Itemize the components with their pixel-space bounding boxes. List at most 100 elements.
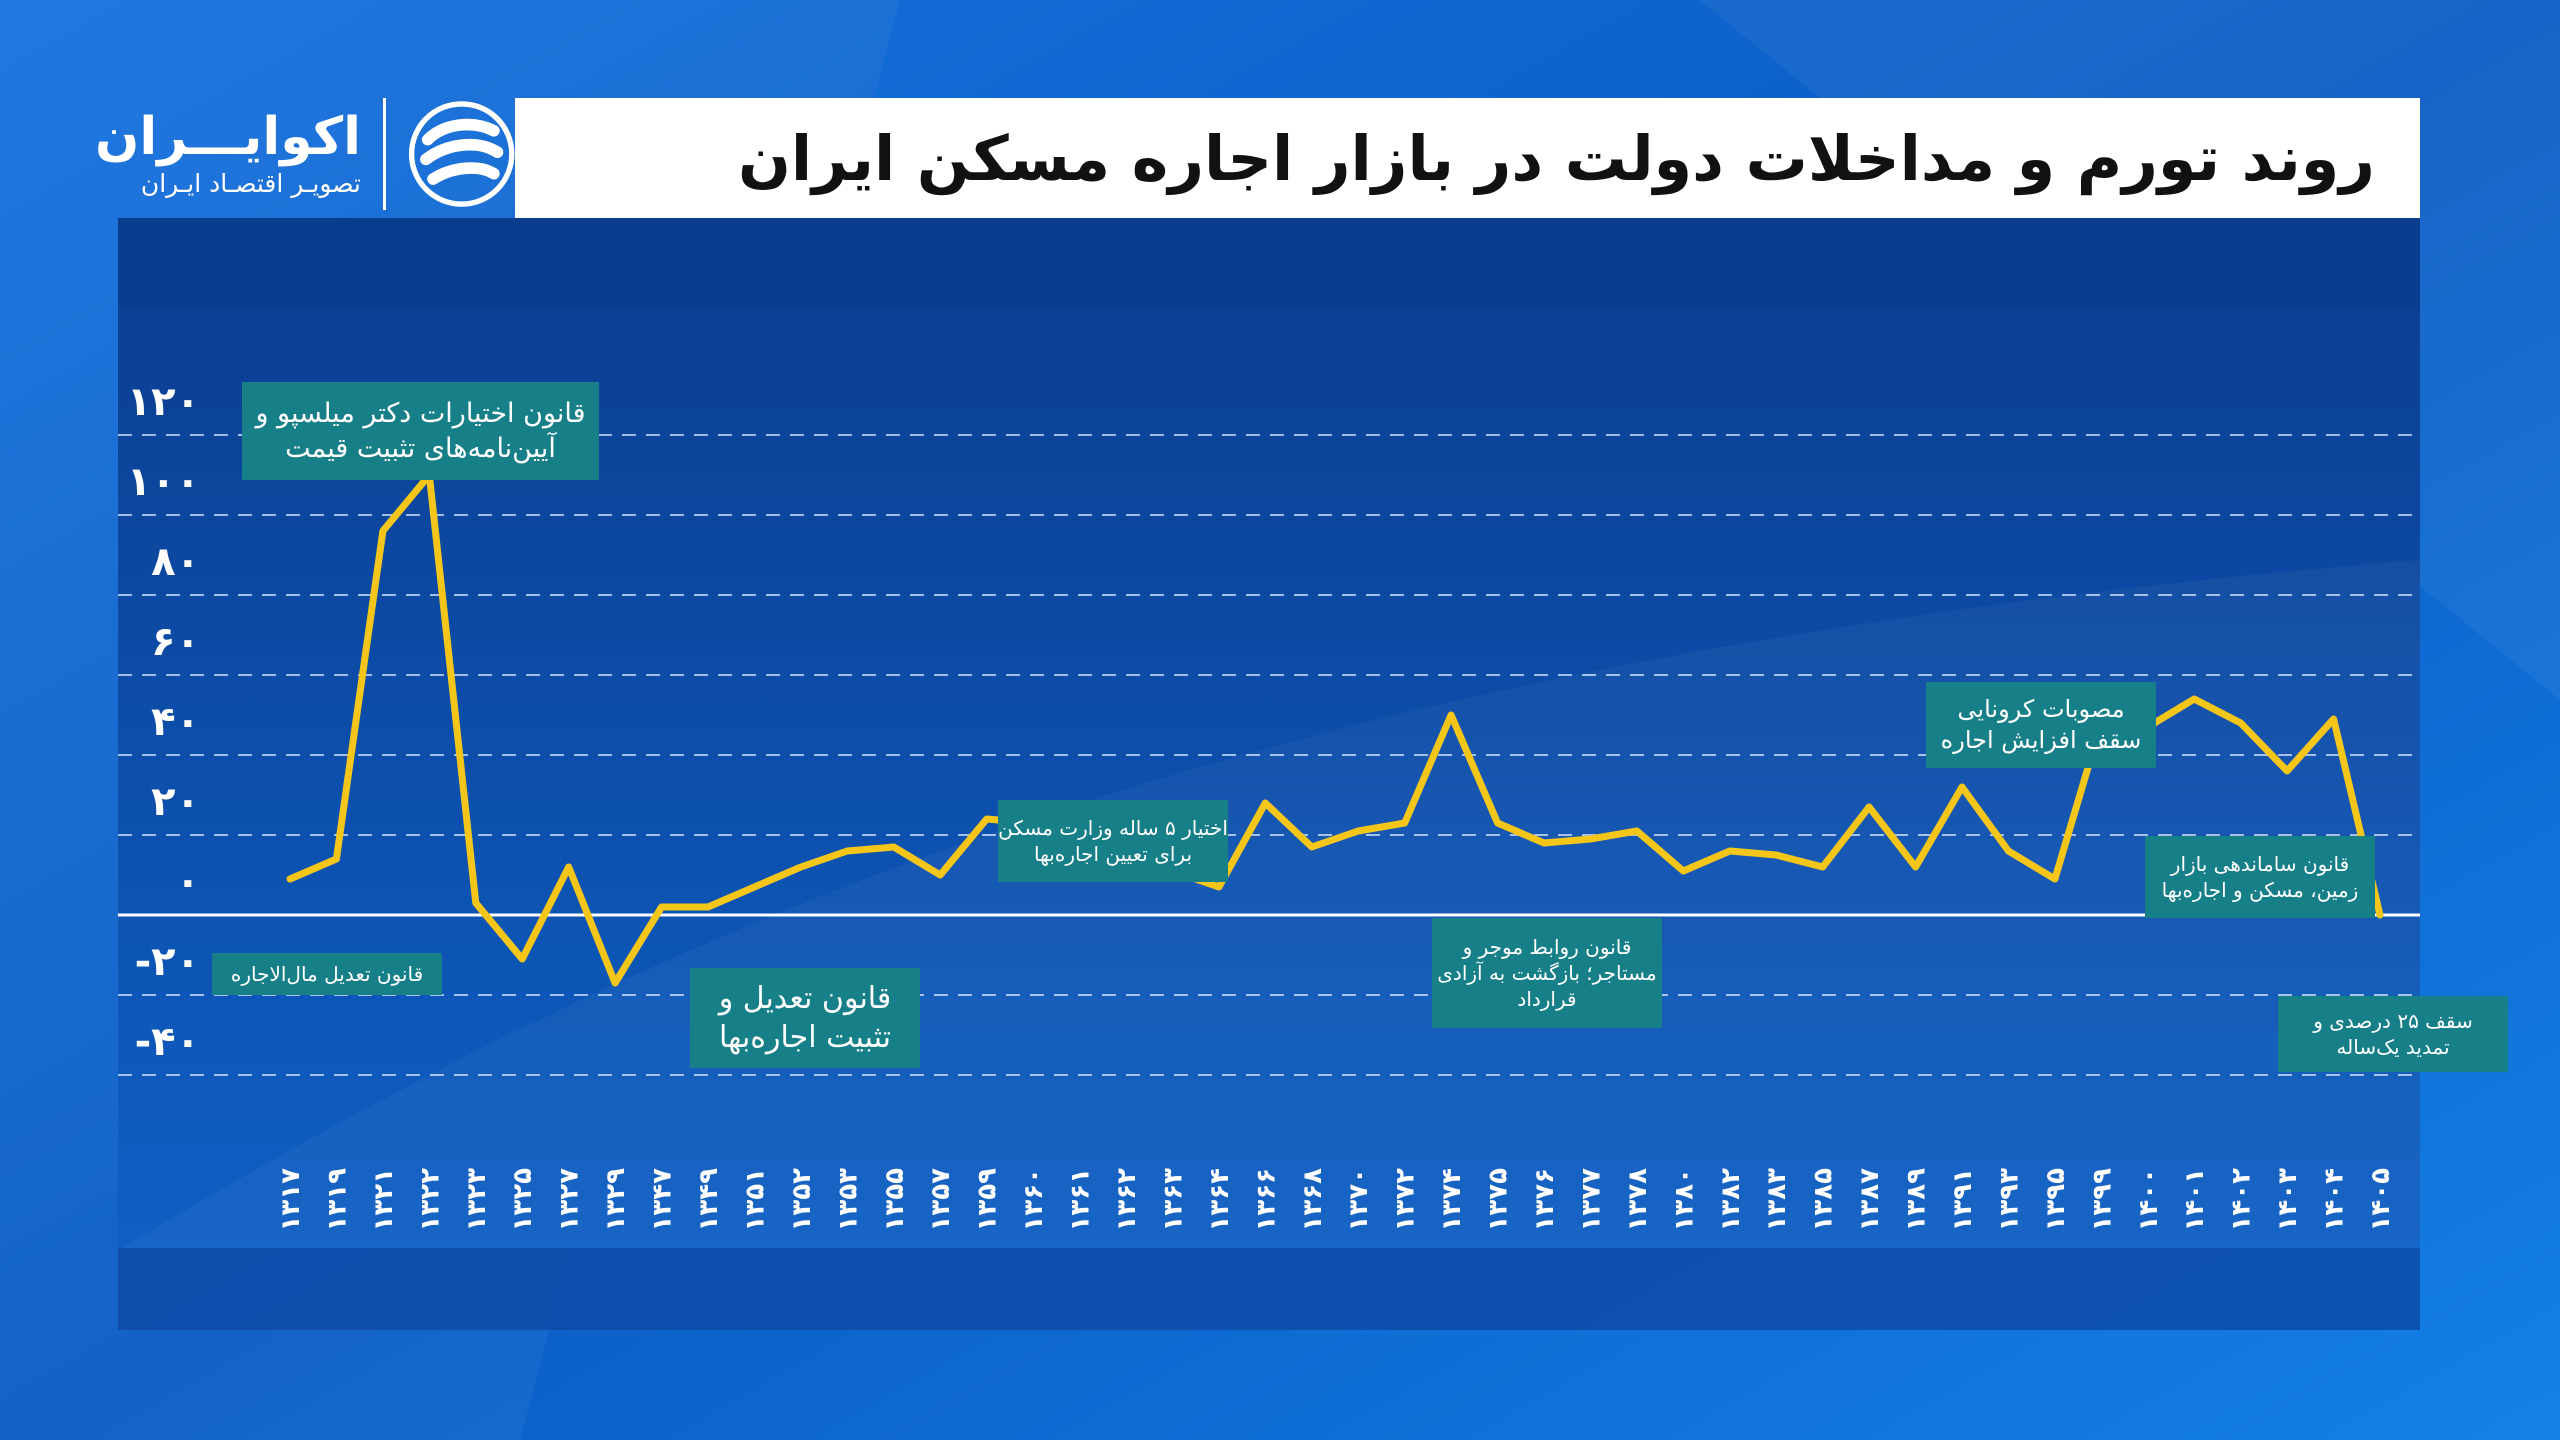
ecoiran-logo-icon [408, 101, 515, 207]
data-point [333, 856, 340, 862]
x-tick-label: ۱۳۶۲ [1112, 1168, 1142, 1232]
data-point [1959, 784, 1965, 790]
data-point [379, 528, 386, 534]
data-point [1355, 828, 1362, 834]
logo: اکوایـــران تصویـر اقتصـاد ایـران [95, 92, 515, 216]
data-point [658, 904, 665, 910]
x-tick-label: ۱۳۲۳ [462, 1168, 492, 1232]
y-tick-label: ۱۲۰ [127, 379, 200, 425]
annotation-line: قرارداد [1517, 987, 1577, 1011]
x-tick-label: ۱۳۲۲ [415, 1168, 445, 1232]
x-tick-label: ۱۳۷۰ [1344, 1168, 1374, 1231]
data-point [1773, 852, 1780, 858]
data-point [1633, 828, 1640, 834]
data-point [1726, 848, 1733, 854]
data-point [1448, 712, 1455, 718]
x-tick-label: ۱۳۷۵ [1484, 1168, 1514, 1232]
chart-header-strip [118, 218, 2420, 308]
data-point [612, 980, 619, 986]
annotation-label: قانون روابط موجر و مستاجر؛ بازگشت به آزاد… [1432, 918, 1662, 1028]
x-tick-label: ۱۳۶۶ [1251, 1168, 1281, 1231]
data-point [797, 864, 804, 870]
annotation-line: مستاجر؛ بازگشت به آزادی [1437, 961, 1657, 985]
x-tick-label: ۱۳۶۰ [1019, 1168, 1049, 1231]
data-point [1308, 844, 1315, 850]
x-tick-label: ۱۳۹۱ [1948, 1168, 1978, 1231]
x-tick-label: ۱۳۸۷ [1855, 1168, 1885, 1232]
x-tick-label: ۱۳۶۳ [1158, 1168, 1188, 1232]
data-point [1262, 800, 1269, 806]
annotation-label: سقف ۲۵ درصدی و تمدید یک‌ساله [2278, 996, 2508, 1072]
x-tick-label: ۱۴۰۵ [2366, 1168, 2396, 1232]
annotation-line: زمین، مسکن و اجاره‌بها [2161, 878, 2359, 902]
x-tick-label: ۱۴۰۰ [2134, 1168, 2164, 1231]
data-point [1912, 864, 1919, 870]
annotation-line: سقف افزایش اجاره [1940, 726, 2142, 754]
data-point [2191, 696, 2198, 702]
data-point [705, 904, 711, 910]
data-point [2005, 848, 2012, 854]
data-point [1866, 804, 1873, 810]
series-layer [286, 471, 2384, 987]
x-tick-label: ۱۳۸۹ [1902, 1168, 1932, 1232]
chart-footer-strip [118, 1248, 2420, 1330]
x-tick-label: ۱۳۸۲ [1716, 1168, 1746, 1232]
x-tick-label: ۱۳۵۹ [973, 1168, 1003, 1232]
data-point [937, 872, 944, 878]
data-point [2330, 716, 2337, 722]
x-tick-label: ۱۳۸۵ [1809, 1168, 1839, 1232]
y-tick-label: -۲۰ [135, 939, 200, 985]
annotation-line: اختیار ۵ ساله وزارت مسکن [998, 816, 1228, 840]
x-tick-label: ۱۳۴۹ [694, 1168, 724, 1232]
annotation-line: آیین‌نامه‌های تثبیت قیمت [285, 433, 556, 464]
data-point [1401, 820, 1408, 826]
annotation-label: قانون تعدیل و تثبیت اجاره‌بها [690, 968, 920, 1068]
x-tick-label: ۱۳۱۹ [322, 1168, 352, 1232]
x-tick-label: ۱۳۲۹ [601, 1168, 631, 1232]
data-point [472, 900, 479, 906]
data-point [890, 844, 897, 850]
x-tick-label: ۱۳۱۷ [276, 1168, 306, 1232]
data-point [287, 876, 293, 882]
x-tick-label: ۱۳۵۳ [833, 1168, 863, 1232]
data-point [2284, 768, 2291, 774]
data-point [2377, 912, 2383, 918]
annotation-label: قانون اختیارات دکتر میلسپو و آیین‌نامه‌ها… [242, 382, 599, 480]
x-tick-label: ۱۳۹۵ [2041, 1168, 2071, 1232]
logo-tagline: تصویـر اقتصـاد ایـران [140, 169, 361, 198]
x-tick-label: ۱۳۲۵ [508, 1168, 538, 1232]
grid-lines [118, 434, 2420, 1076]
series-line [286, 471, 2384, 987]
x-tick-label: ۱۳۵۷ [926, 1168, 956, 1232]
annotation-label: قانون ساماندهی بازار زمین، مسکن و اجاره‌ب… [2145, 836, 2375, 918]
data-point [2051, 876, 2058, 882]
x-tick-label: ۱۳۷۴ [1437, 1168, 1467, 1231]
y-axis: -۴۰ -۲۰ ۰ ۲۰ ۴۰ ۶۰ ۸۰ ۱۰۰ ۱۲۰ [127, 379, 200, 1065]
x-tick-label: ۱۴۰۲ [2227, 1168, 2257, 1232]
logo-divider [382, 98, 386, 210]
data-point [1541, 840, 1547, 846]
annotation-line: مصوبات کرونایی [1957, 695, 2125, 723]
annotation-line: قانون اختیارات دکتر میلسپو و [255, 398, 586, 429]
data-point [519, 956, 526, 962]
x-tick-label: ۱۳۲۷ [555, 1168, 585, 1232]
annotation-label: اختیار ۵ ساله وزارت مسکن برای تعیین اجاره… [998, 800, 1228, 882]
annotation-line: تثبیت اجاره‌بها [718, 1020, 892, 1055]
x-tick-label: ۱۴۰۱ [2180, 1168, 2210, 1231]
x-axis: ۱۳۱۷ ۱۳۱۹ ۱۳۲۱ ۱۳۲۲ ۱۳۲۳ ۱۳۲۵ ۱۳۲۷ ۱۳۲۹ ۱۳۴۷ ۱۳۴۹… [276, 1168, 2396, 1232]
x-tick-label: ۱۳۷۷ [1576, 1168, 1606, 1232]
x-tick-label: ۱۳۸۰ [1669, 1168, 1699, 1231]
y-tick-label: ۱۰۰ [127, 459, 200, 505]
data-point [565, 864, 572, 870]
logo-text: اکوایـــران تصویـر اقتصـاد ایـران [95, 107, 361, 201]
y-tick-label: ۰ [176, 859, 200, 905]
x-tick-label: ۱۳۶۸ [1298, 1168, 1328, 1232]
x-tick-label: ۱۳۷۸ [1623, 1168, 1653, 1232]
annotation-line: تمدید یک‌ساله [2336, 1035, 2450, 1059]
x-tick-label: ۱۳۶۴ [1205, 1168, 1235, 1231]
logo-name: اکوایـــران [95, 107, 361, 167]
data-point [751, 884, 758, 890]
y-tick-label: ۲۰ [151, 779, 200, 825]
data-point [844, 848, 851, 854]
